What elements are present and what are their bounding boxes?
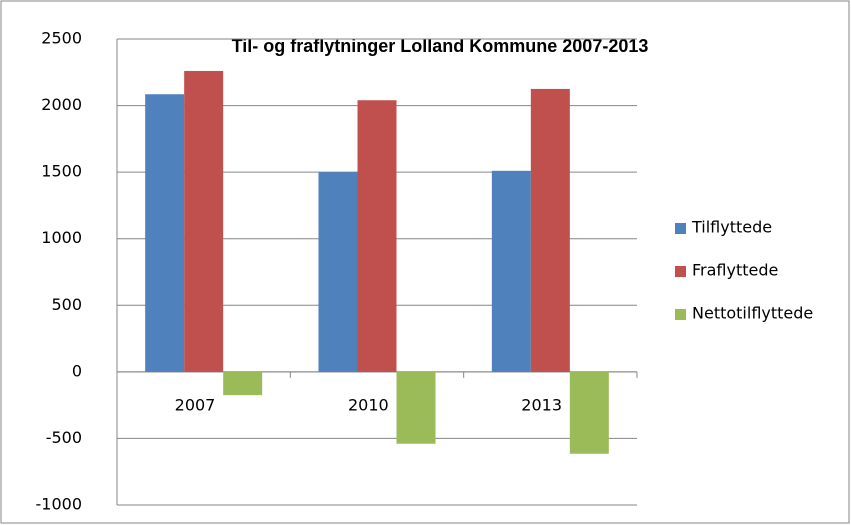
legend-swatch — [675, 266, 686, 277]
chart-title: Til- og fraflytninger Lolland Kommune 20… — [232, 36, 649, 56]
y-tick-label: 1500 — [41, 162, 82, 181]
y-tick-label: 500 — [51, 295, 82, 314]
x-tick-label: 2010 — [348, 395, 389, 414]
bar — [569, 371, 609, 454]
x-tick-label: 2013 — [521, 395, 562, 414]
legend-label: Fraflyttede — [692, 261, 778, 280]
y-tick-label: 0 — [72, 361, 82, 380]
legend-swatch — [675, 309, 686, 320]
bar — [357, 100, 397, 372]
bar — [184, 70, 224, 372]
x-tick-label: 2007 — [175, 395, 216, 414]
bar — [396, 371, 436, 444]
y-tick-label: 2500 — [41, 29, 82, 48]
bar — [223, 371, 263, 396]
y-tick-label: 2000 — [41, 95, 82, 114]
y-tick-label: -500 — [46, 428, 82, 447]
y-tick-label: 1000 — [41, 228, 82, 247]
bar — [491, 170, 531, 372]
bar — [530, 88, 570, 372]
bar — [145, 94, 185, 372]
bar — [318, 172, 358, 372]
y-tick-label: -1000 — [36, 495, 83, 514]
legend-swatch — [675, 223, 686, 234]
legend-label: Tilflyttede — [691, 218, 772, 237]
legend-label: Nettotilflyttede — [692, 304, 813, 323]
